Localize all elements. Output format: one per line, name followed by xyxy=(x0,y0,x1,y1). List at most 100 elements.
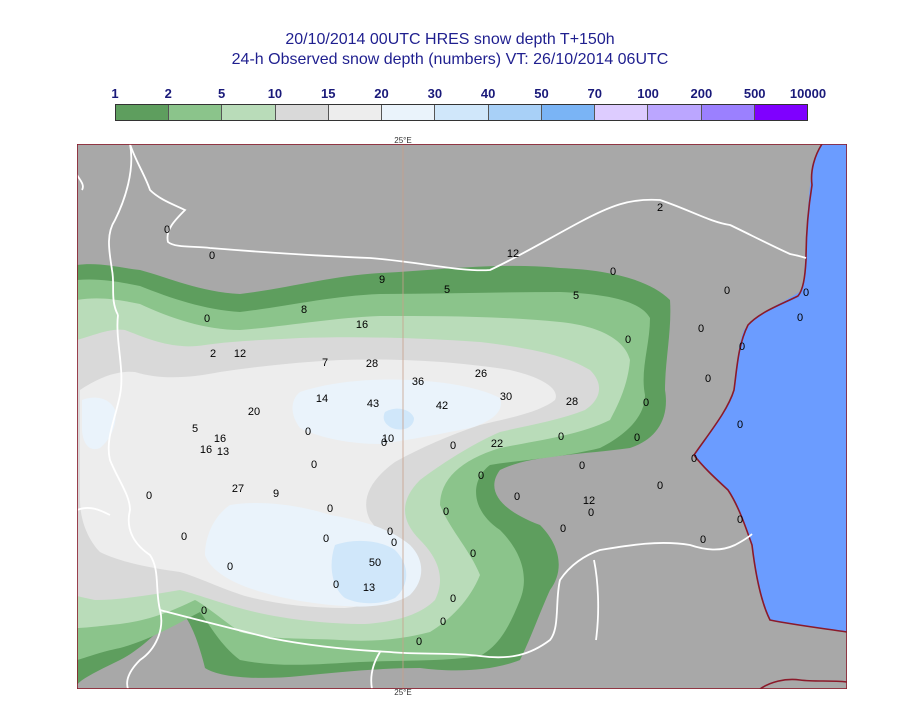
coastline-south xyxy=(759,678,847,689)
observation-value: 0 xyxy=(514,491,520,503)
observation-value: 16 xyxy=(356,319,368,331)
legend-label: 70 xyxy=(587,86,602,101)
observation-value: 0 xyxy=(305,426,311,438)
observation-value: 0 xyxy=(311,459,317,471)
legend-swatch xyxy=(169,105,223,120)
observation-value: 12 xyxy=(234,348,246,360)
observation-value: 5 xyxy=(444,284,450,296)
observation-value: 0 xyxy=(560,523,566,535)
legend-label: 50 xyxy=(534,86,549,101)
observation-value: 0 xyxy=(478,470,484,482)
legend-swatch xyxy=(222,105,276,120)
legend-label: 15 xyxy=(320,86,336,101)
observation-value: 0 xyxy=(579,460,585,472)
observation-value: 0 xyxy=(323,533,329,545)
legend-swatch xyxy=(382,105,436,120)
observation-value: 7 xyxy=(322,357,328,369)
legend-label: 30 xyxy=(427,86,443,101)
observation-value: 0 xyxy=(803,287,809,299)
legend-swatch xyxy=(116,105,170,120)
observation-value: 0 xyxy=(381,437,387,449)
legend-swatch xyxy=(435,105,489,120)
observation-value: 22 xyxy=(491,438,503,450)
legend-label: 200 xyxy=(690,86,713,101)
observation-value: 28 xyxy=(366,358,378,370)
color-legend: 1 2 5 10 15 20 30 40 50 70 100 200 500 10000 xyxy=(111,86,826,122)
legend-labels: 1 2 5 10 15 20 30 40 50 70 100 200 500 10000 xyxy=(111,86,826,102)
observation-value: 0 xyxy=(443,506,449,518)
observation-value: 0 xyxy=(700,534,706,546)
observation-value: 0 xyxy=(724,285,730,297)
observation-value: 0 xyxy=(146,490,152,502)
map-title: 20/10/2014 00UTC HRES snow depth T+150h xyxy=(285,31,615,48)
observation-value: 0 xyxy=(201,605,207,617)
observation-value: 0 xyxy=(450,593,456,605)
observation-value: 0 xyxy=(387,526,393,538)
observation-value: 8 xyxy=(301,304,307,316)
observation-value: 16 xyxy=(214,433,226,445)
observation-value: 0 xyxy=(691,453,697,465)
observation-value: 0 xyxy=(416,636,422,648)
observation-value: 0 xyxy=(391,537,397,549)
observation-value: 0 xyxy=(588,507,594,519)
observation-value: 0 xyxy=(705,373,711,385)
observation-value: 0 xyxy=(209,250,215,262)
legend-swatch xyxy=(488,105,542,120)
legend-label: 20 xyxy=(374,86,389,101)
observation-value: 0 xyxy=(558,431,564,443)
observation-value: 0 xyxy=(327,503,333,515)
observation-value: 43 xyxy=(367,398,379,410)
legend-label: 5 xyxy=(217,86,226,101)
observation-value: 0 xyxy=(204,313,210,325)
meridian-label-top: 25°E xyxy=(394,136,412,145)
legend-swatch xyxy=(595,105,649,120)
observation-value: 0 xyxy=(737,514,743,526)
observation-value: 13 xyxy=(217,446,229,458)
observation-value: 9 xyxy=(273,488,279,500)
observation-value: 36 xyxy=(412,376,424,388)
observation-value: 0 xyxy=(657,480,663,492)
snow-zone-30-40-north xyxy=(383,408,414,430)
legend-label: 500 xyxy=(743,86,766,101)
legend-label: 2 xyxy=(164,86,172,101)
observation-value: 20 xyxy=(248,406,260,418)
observation-value: 0 xyxy=(737,419,743,431)
map-subtitle: 24-h Observed snow depth (numbers) VT: 2… xyxy=(231,51,669,68)
observation-value: 9 xyxy=(379,274,385,286)
snow-zone-30-40 xyxy=(331,540,407,604)
observation-value: 0 xyxy=(181,531,187,543)
observation-value: 13 xyxy=(363,582,375,594)
legend-swatch xyxy=(541,105,596,120)
observation-value: 12 xyxy=(583,495,595,507)
legend-label: 10 xyxy=(267,86,283,101)
legend-color-bar xyxy=(115,104,808,121)
observation-value: 0 xyxy=(470,548,476,560)
legend-swatch xyxy=(275,105,329,120)
observation-value: 16 xyxy=(200,444,212,456)
observation-value: 0 xyxy=(739,341,745,353)
observation-value: 28 xyxy=(566,396,578,408)
meridian-label-bottom: 25°E xyxy=(394,688,412,697)
coastline xyxy=(693,144,847,633)
observation-value: 5 xyxy=(573,290,579,302)
observation-value: 0 xyxy=(797,312,803,324)
observation-value: 0 xyxy=(634,432,640,444)
observation-value: 0 xyxy=(698,323,704,335)
snow-zone-20-30-west xyxy=(82,397,116,450)
observation-value: 0 xyxy=(625,334,631,346)
observation-value: 0 xyxy=(440,616,446,628)
observation-value: 0 xyxy=(333,579,339,591)
observation-value: 0 xyxy=(164,224,170,236)
observation-value: 12 xyxy=(507,248,519,260)
legend-swatch xyxy=(328,105,383,120)
observation-value: 5 xyxy=(192,423,198,435)
country-borders xyxy=(77,144,807,689)
observation-value: 26 xyxy=(475,368,487,380)
observation-value: 27 xyxy=(232,483,244,495)
black-sea xyxy=(694,144,847,632)
legend-label: 1 xyxy=(111,86,119,101)
observation-value: 14 xyxy=(316,393,328,405)
observation-value: 42 xyxy=(436,400,448,412)
